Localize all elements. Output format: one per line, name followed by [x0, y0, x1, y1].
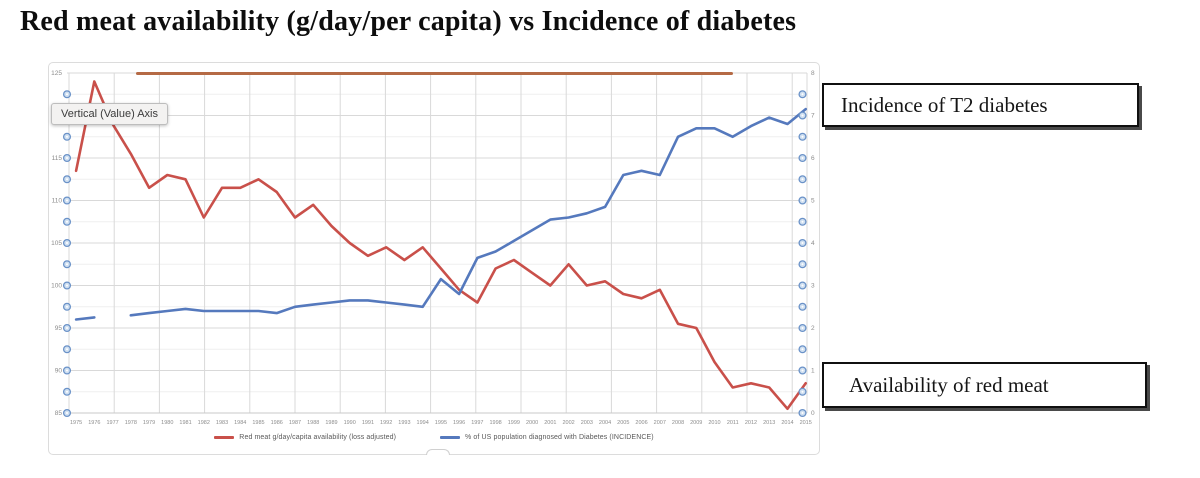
svg-text:90: 90 [55, 368, 63, 375]
svg-text:1992: 1992 [380, 420, 392, 426]
svg-text:2001: 2001 [544, 420, 556, 426]
svg-text:1996: 1996 [453, 420, 465, 426]
line-chart[interactable]: 1251201151101051009590858765432101975197… [49, 63, 819, 454]
svg-text:2005: 2005 [617, 420, 629, 426]
blue-series-swatch [440, 436, 461, 439]
svg-text:125: 125 [51, 70, 62, 77]
svg-text:1986: 1986 [271, 420, 283, 426]
svg-text:2007: 2007 [654, 420, 666, 426]
svg-text:4: 4 [811, 240, 815, 247]
svg-text:95: 95 [55, 325, 63, 332]
callout-availability-red-meat[interactable]: Availability of red meat [822, 362, 1147, 408]
svg-text:1984: 1984 [234, 420, 246, 426]
red-series-label: Red meat g/day/capita availability (loss… [239, 434, 397, 441]
legend-item-red-meat[interactable]: Red meat g/day/capita availability (loss… [214, 434, 396, 441]
svg-text:100: 100 [51, 283, 62, 290]
gridlines [67, 72, 808, 414]
svg-text:7: 7 [811, 113, 815, 120]
legend-item-diabetes[interactable]: % of US population diagnosed with Diabet… [440, 434, 654, 441]
svg-text:1990: 1990 [344, 420, 356, 426]
svg-text:2014: 2014 [781, 420, 793, 426]
svg-text:1980: 1980 [161, 420, 173, 426]
accent-rule [136, 72, 733, 75]
svg-text:2008: 2008 [672, 420, 684, 426]
svg-text:1994: 1994 [417, 420, 429, 426]
callout-availability-label: Availability of red meat [849, 372, 1049, 397]
chart-panel[interactable]: 1251201151101051009590858765432101975197… [48, 62, 820, 455]
svg-text:1985: 1985 [252, 420, 264, 426]
svg-text:1999: 1999 [508, 420, 520, 426]
svg-text:2006: 2006 [635, 420, 647, 426]
blue-series-line[interactable] [74, 107, 807, 321]
svg-text:1982: 1982 [198, 420, 210, 426]
svg-text:2002: 2002 [562, 420, 574, 426]
axis-tick-labels: 1251201151101051009590858765432101975197… [51, 70, 815, 426]
svg-text:1991: 1991 [362, 420, 374, 426]
blue-series-label: % of US population diagnosed with Diabet… [465, 434, 654, 441]
axis-selection-handles[interactable] [62, 90, 807, 418]
svg-text:1977: 1977 [106, 420, 118, 426]
red-series-swatch [214, 436, 235, 439]
svg-text:2011: 2011 [727, 420, 739, 426]
svg-text:1995: 1995 [435, 420, 447, 426]
svg-text:1979: 1979 [143, 420, 155, 426]
svg-text:3: 3 [811, 283, 815, 290]
svg-text:2009: 2009 [690, 420, 702, 426]
svg-text:1976: 1976 [88, 420, 100, 426]
vertical-axis-tooltip: Vertical (Value) Axis [51, 103, 169, 125]
svg-text:1993: 1993 [398, 420, 410, 426]
svg-text:2013: 2013 [763, 420, 775, 426]
svg-text:1: 1 [811, 368, 815, 375]
svg-text:110: 110 [52, 198, 63, 205]
svg-text:0: 0 [811, 410, 815, 417]
svg-text:5: 5 [811, 198, 815, 205]
svg-text:1978: 1978 [125, 420, 137, 426]
svg-text:2015: 2015 [800, 420, 812, 426]
svg-text:1987: 1987 [289, 420, 301, 426]
svg-text:115: 115 [52, 155, 63, 162]
svg-text:1975: 1975 [70, 420, 82, 426]
svg-text:2010: 2010 [708, 420, 720, 426]
svg-text:1997: 1997 [471, 420, 483, 426]
page-title: Red meat availability (g/day/per capita)… [20, 6, 797, 37]
svg-text:2000: 2000 [526, 420, 538, 426]
callout-incidence-label: Incidence of T2 diabetes [841, 92, 1048, 117]
svg-text:1989: 1989 [325, 420, 337, 426]
svg-text:1983: 1983 [216, 420, 228, 426]
svg-text:1981: 1981 [179, 420, 191, 426]
svg-text:8: 8 [811, 70, 815, 77]
svg-text:2012: 2012 [745, 420, 757, 426]
svg-text:2: 2 [811, 325, 815, 332]
svg-text:1998: 1998 [489, 420, 501, 426]
red-series-line[interactable] [74, 80, 807, 411]
svg-text:1988: 1988 [307, 420, 319, 426]
svg-text:85: 85 [55, 410, 63, 417]
chart-legend: Red meat g/day/capita availability (loss… [49, 434, 819, 441]
svg-text:2003: 2003 [581, 420, 593, 426]
svg-text:2004: 2004 [599, 420, 611, 426]
panel-handle[interactable] [426, 449, 450, 455]
svg-text:6: 6 [811, 155, 815, 162]
svg-text:105: 105 [51, 240, 62, 247]
callout-incidence-t2-diabetes[interactable]: Incidence of T2 diabetes [822, 83, 1139, 127]
